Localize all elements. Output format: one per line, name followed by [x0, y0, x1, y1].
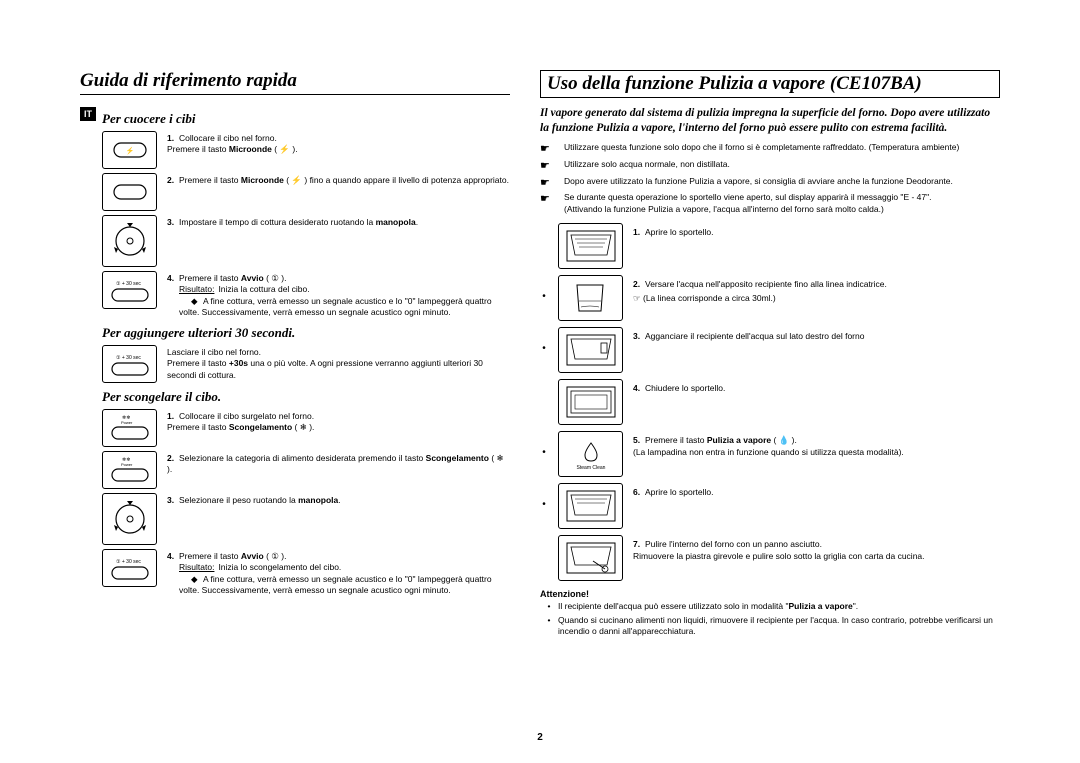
defrost-button-icon: ❄❄Power	[102, 451, 157, 489]
notes-block: ☛Utilizzare questa funzione solo dopo ch…	[540, 142, 1000, 215]
right-step3: 3.Agganciare il recipiente dell'acqua su…	[633, 327, 1000, 342]
oven-attach-icon	[558, 327, 623, 373]
hand-icon: ☛	[540, 192, 556, 207]
dial-icon	[102, 493, 157, 545]
svg-text:① + 30 sec: ① + 30 sec	[116, 355, 141, 361]
right-step6: 6.Aprire lo sportello.	[633, 483, 1000, 498]
water-container-icon	[558, 275, 623, 321]
section1-heading: Per cuocere i cibi	[102, 111, 510, 127]
section3-step2: 2.Selezionare la categoria di alimento d…	[167, 451, 510, 476]
hand-icon: ☛	[540, 176, 556, 191]
right-step5: 5.Premere il tasto Pulizia a vapore ( 💧 …	[633, 431, 1000, 458]
right-column: Uso della funzione Pulizia a vapore (CE1…	[540, 70, 1000, 743]
microwave-button-icon: ⚡	[102, 131, 157, 169]
section1-step2: 2.Premere il tasto Microonde ( ⚡ ) fino …	[167, 173, 510, 186]
section3-step4: 4.Premere il tasto Avvio ( ① ). Risultat…	[167, 549, 510, 597]
right-step1: 1.Aprire lo sportello.	[633, 223, 1000, 238]
steam-clean-button-icon: Steam Clean	[558, 431, 623, 477]
svg-text:① + 30 sec: ① + 30 sec	[116, 281, 141, 287]
attention-heading: Attenzione!	[540, 589, 1000, 599]
section3-step3: 3.Selezionare il peso ruotando la manopo…	[167, 493, 510, 506]
oven-closed-icon	[558, 379, 623, 425]
svg-text:⚡: ⚡	[125, 146, 134, 155]
section1-step1: 1.Collocare il cibo nel forno.Premere il…	[167, 131, 510, 156]
right-step7: 7.Pulire l'interno del forno con un pann…	[633, 535, 1000, 562]
lang-badge: IT	[80, 107, 96, 121]
svg-text:Power: Power	[121, 420, 133, 425]
oven-open-icon	[558, 223, 623, 269]
attn-2: Quando si cucinano alimenti non liquidi,…	[558, 615, 1000, 638]
hand-icon: ☛	[540, 159, 556, 174]
attn-1: Il recipiente dell'acqua può essere util…	[558, 601, 1000, 612]
start-button-icon: ① + 30 sec	[102, 549, 157, 587]
section1-step3: 3.Impostare il tempo di cottura desidera…	[167, 215, 510, 228]
start-button-icon: ① + 30 sec	[102, 271, 157, 309]
section2-heading: Per aggiungere ulteriori 30 secondi.	[102, 325, 510, 341]
dial-icon	[102, 215, 157, 267]
section2-text: Lasciare il cibo nel forno.Premere il ta…	[167, 345, 510, 381]
defrost-button-icon: ❄❄Power	[102, 409, 157, 447]
svg-text:Power: Power	[121, 462, 133, 467]
section3-heading: Per scongelare il cibo.	[102, 389, 510, 405]
oven-open-icon	[558, 483, 623, 529]
hand-icon: ☛	[540, 142, 556, 157]
plus30-button-icon: ① + 30 sec	[102, 345, 157, 383]
microwave-button-icon	[102, 173, 157, 211]
left-column: Guida di riferimento rapida IT Per cuoce…	[80, 70, 510, 743]
section3-step1: 1.Collocare il cibo surgelato nel forno.…	[167, 409, 510, 434]
section1-step4: 4.Premere il tasto Avvio ( ① ). Risultat…	[167, 271, 510, 319]
oven-wipe-icon	[558, 535, 623, 581]
right-main-heading: Uso della funzione Pulizia a vapore (CE1…	[547, 73, 993, 95]
svg-text:Steam Clean: Steam Clean	[576, 465, 605, 471]
left-main-heading: Guida di riferimento rapida	[80, 70, 510, 95]
svg-text:① + 30 sec: ① + 30 sec	[116, 559, 141, 565]
page-number: 2	[537, 732, 543, 743]
right-step4: 4.Chiudere lo sportello.	[633, 379, 1000, 394]
intro-text: Il vapore generato dal sistema di pulizi…	[540, 106, 1000, 136]
right-step2: 2.Versare l'acqua nell'apposito recipien…	[633, 275, 1000, 304]
